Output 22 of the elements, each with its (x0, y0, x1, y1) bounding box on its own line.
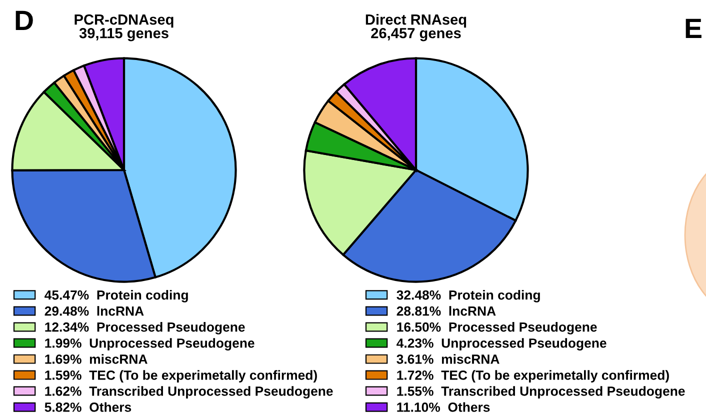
chart-title: PCR-cDNAseq (74, 14, 174, 28)
legend-label: 29.48% lncRNA (44, 306, 144, 316)
legend-label: 3.61% miscRNA (396, 354, 500, 364)
legend-label: 11.10% Others (397, 402, 490, 412)
legend-label: 28.81% lncRNA (396, 306, 496, 316)
text: D (16, 10, 33, 30)
chart-title: Direct RNAseq (366, 14, 466, 28)
legend-label: 16.50% Processed Pseudogene (397, 322, 597, 334)
chart-subtitle: 39,115 genes (79, 28, 168, 42)
legend-label: 1.69% miscRNA (45, 354, 148, 364)
legend-label: 1.59% TEC (To be experimetally confirmed) (45, 370, 317, 382)
legend-label: 12.34% Processed Pseudogene (45, 322, 245, 334)
legend-label: 1.99% Unprocessed Pseudogene (45, 338, 254, 350)
legend-label: 32.48% Protein coding (396, 290, 540, 302)
legend-label: 1.72% TEC (To be experimetally confirmed) (397, 370, 669, 382)
legend-label: 1.62% Transcribed Unprocessed Pseudogene (45, 386, 333, 398)
chart-subtitle: 26,457 genes (371, 28, 461, 42)
legend-label: 4.23% Unprocessed Pseudogene (396, 338, 606, 350)
legend-label: 5.82% Others (44, 402, 132, 412)
legend-label: 45.47% Protein coding (44, 290, 188, 302)
legend-label: 1.55% Transcribed Unprocessed Pseudogene (397, 386, 685, 398)
text: E (686, 18, 702, 38)
